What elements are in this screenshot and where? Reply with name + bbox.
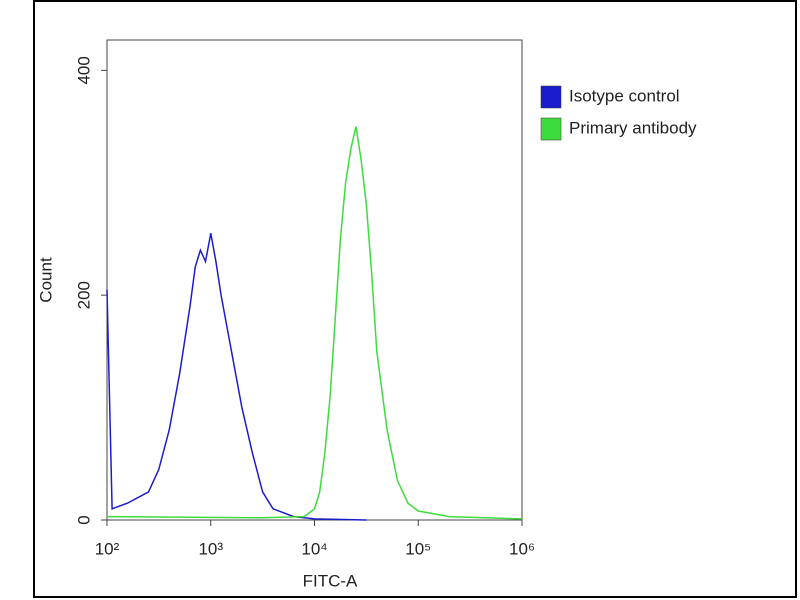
y-tick-label: 0 — [74, 515, 93, 524]
legend-label: Primary antibody — [569, 118, 697, 137]
x-tick-label: 10⁶ — [509, 539, 535, 558]
legend-swatch — [540, 85, 562, 109]
plot-area — [106, 39, 523, 521]
x-tick-label: 10⁴ — [301, 539, 327, 558]
y-tick-label: 400 — [74, 56, 93, 84]
x-tick-label: 10⁵ — [405, 539, 431, 558]
frame — [33, 0, 797, 598]
legend-label: Isotype control — [569, 86, 680, 105]
x-tick-label: 10³ — [198, 539, 223, 558]
series-line — [106, 126, 523, 520]
y-axis-label: Count — [36, 257, 55, 303]
legend-swatch — [540, 117, 562, 141]
x-tick-label: 10² — [95, 539, 120, 558]
series-line — [106, 233, 367, 521]
x-axis-label: FITC-A — [303, 571, 358, 590]
y-tick-label: 200 — [74, 281, 93, 309]
